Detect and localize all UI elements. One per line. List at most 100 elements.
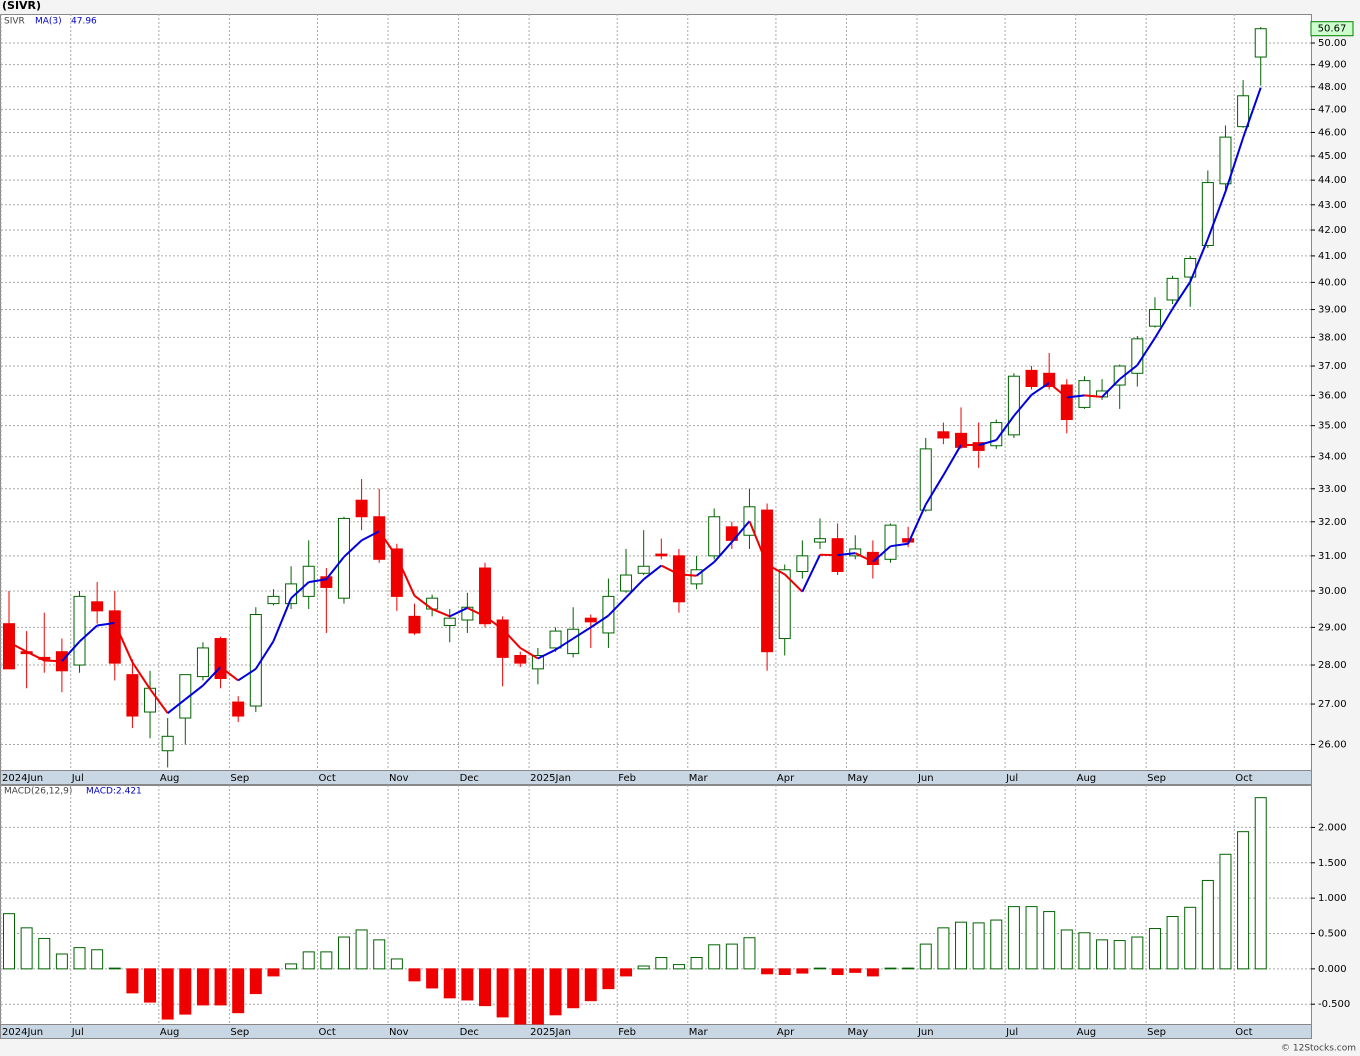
candle-body — [1148, 309, 1161, 327]
x-tick-label: Jul — [1005, 1027, 1018, 1038]
y-tick-label: 1.500 — [1318, 858, 1347, 869]
macd-bar — [443, 968, 456, 999]
y-tick-label: 41.00 — [1318, 251, 1347, 262]
macd-bar — [549, 968, 562, 1016]
macd-bar — [285, 963, 298, 970]
candle-body — [1043, 372, 1056, 388]
x-tick-label: Feb — [618, 1027, 636, 1038]
ma-line — [449, 607, 468, 618]
ma-line — [78, 624, 98, 643]
candle-body — [849, 548, 862, 557]
candle-body — [672, 555, 685, 603]
candle-body — [355, 499, 368, 518]
y-tick-label: 50.00 — [1318, 38, 1347, 49]
ma-line — [854, 552, 874, 563]
ma-line — [61, 640, 81, 662]
macd-bar — [937, 927, 950, 970]
candle-body — [549, 630, 562, 649]
candle-body — [761, 509, 774, 653]
ma-line — [872, 545, 892, 563]
x-tick-label: May — [847, 1027, 868, 1038]
x-tick-label: Aug — [1077, 1027, 1097, 1038]
y-tick-label: 46.00 — [1318, 127, 1347, 138]
y-tick-label: 49.00 — [1318, 60, 1347, 71]
y-tick-label: -0.500 — [1318, 999, 1350, 1010]
candle-body — [461, 606, 474, 621]
x-tick-label: Jun — [917, 773, 934, 784]
y-tick-label: 30.00 — [1318, 586, 1347, 597]
macd-bar — [108, 967, 121, 970]
x-tick-label: Sep — [230, 1027, 249, 1038]
ma-line — [907, 504, 927, 545]
macd-bar — [20, 927, 33, 970]
legend-macd-value: MACD:2.421 — [86, 787, 142, 797]
x-tick-label: 2025Jan — [530, 773, 571, 784]
macd-bar — [778, 968, 791, 976]
ma-line — [942, 444, 962, 476]
ma-line — [678, 573, 697, 577]
ma-line — [837, 552, 856, 557]
x-tick-label: Aug — [160, 773, 180, 784]
ma-line — [343, 539, 363, 558]
ma-line — [26, 650, 45, 662]
macd-bar — [655, 957, 668, 970]
x-tick-label: Jul — [1005, 773, 1018, 784]
macd-bar — [91, 949, 104, 970]
macd-bar — [302, 951, 315, 970]
macd-bar — [531, 968, 544, 1025]
candle-body — [620, 574, 633, 592]
y-tick-label: 45.00 — [1318, 151, 1347, 162]
y-tick-label: 38.00 — [1318, 332, 1347, 343]
ma-line — [431, 608, 451, 618]
x-tick-label: Apr — [777, 1027, 795, 1038]
macd-bar — [1166, 916, 1179, 970]
macd-bar — [179, 968, 192, 1015]
candle-body — [1060, 384, 1073, 421]
macd-bar — [1254, 797, 1267, 970]
y-tick-label: 40.00 — [1318, 277, 1347, 288]
candle-body — [408, 615, 421, 634]
legend-ma: MA(3) — [35, 17, 62, 27]
macd-bar — [1078, 932, 1091, 970]
macd-bar — [126, 968, 139, 994]
ma-line — [361, 530, 380, 542]
ma-line — [607, 596, 627, 617]
x-tick-label: May — [847, 773, 868, 784]
macd-bar — [919, 943, 932, 970]
ma-line — [1048, 382, 1068, 399]
macd-bar — [1043, 911, 1056, 970]
y-tick-label: 37.00 — [1318, 361, 1347, 372]
x-tick-label: Oct — [1235, 1027, 1252, 1038]
legend-ma-value: 47.96 — [71, 17, 97, 27]
macd-bar — [1184, 906, 1197, 970]
macd-bar — [514, 968, 527, 1025]
ma-line — [554, 637, 574, 651]
ma-line — [378, 530, 398, 558]
ma-line — [660, 564, 680, 576]
ma-line — [413, 594, 433, 610]
candle-body — [514, 654, 527, 664]
y-tick-label: 0.500 — [1318, 928, 1347, 939]
y-tick-label: 43.00 — [1318, 200, 1347, 211]
macd-bar — [672, 964, 685, 970]
candle-body — [884, 524, 897, 560]
ma-line — [1136, 337, 1156, 366]
ma-line — [290, 581, 310, 599]
candle-body — [708, 516, 721, 557]
ma-line — [890, 542, 909, 548]
ma-line — [784, 573, 804, 593]
candle-body — [144, 687, 157, 713]
candle-body — [813, 538, 826, 543]
legend-symbol: SIVR — [4, 17, 25, 27]
candle-body — [778, 569, 791, 640]
macd-bar — [461, 968, 474, 1001]
y-tick-label: 27.00 — [1318, 699, 1347, 710]
candle-body — [267, 595, 280, 605]
copyright: © 12Stocks.com — [1281, 1044, 1356, 1054]
ma-line — [766, 563, 786, 576]
y-tick-label: 47.00 — [1318, 104, 1347, 115]
macd-bar — [955, 921, 968, 970]
macd-bar — [743, 937, 756, 970]
macd-bar — [813, 967, 826, 970]
